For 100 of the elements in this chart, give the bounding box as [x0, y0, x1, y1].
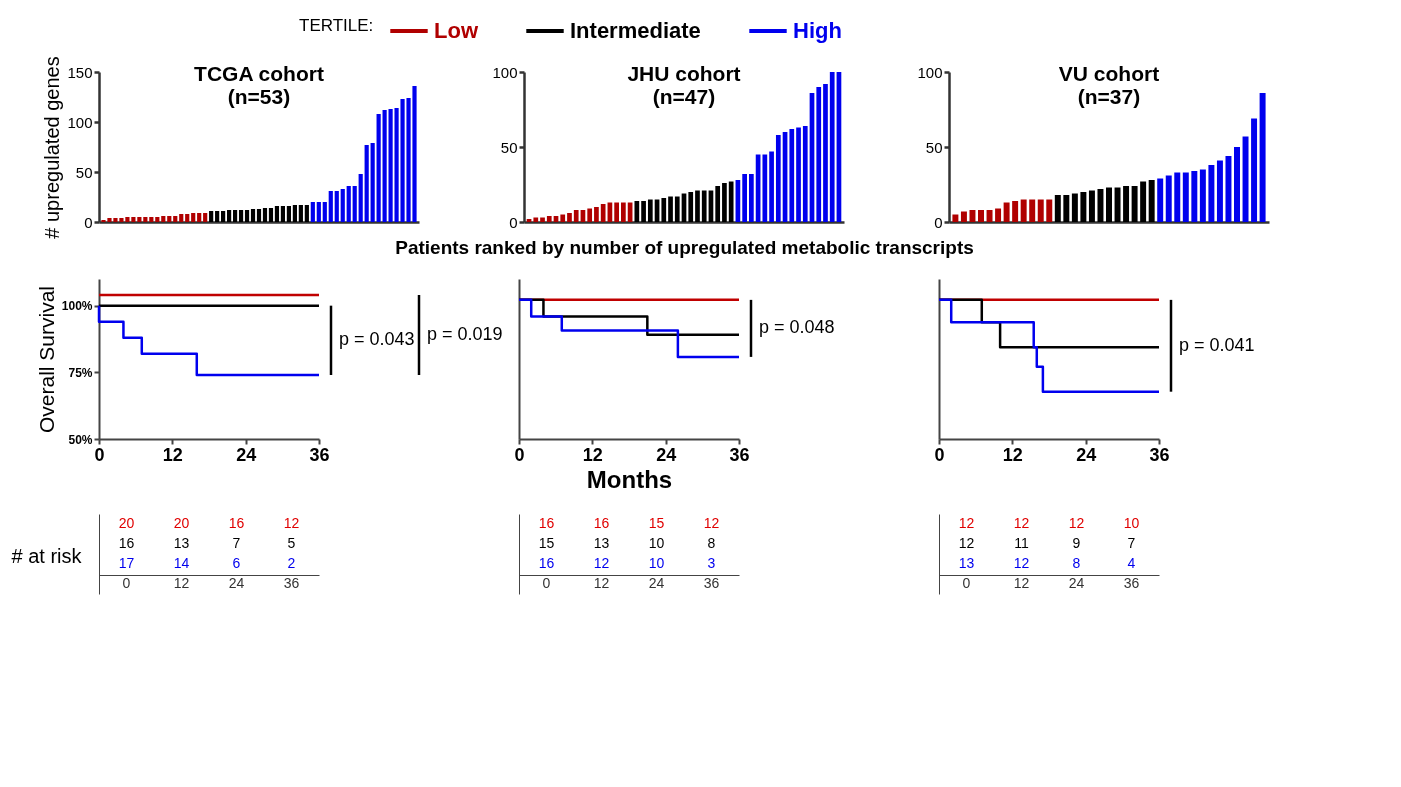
x-axis-title: Months — [586, 465, 673, 493]
bar — [1242, 136, 1249, 222]
bar — [573, 210, 579, 222]
text: 16 — [118, 535, 135, 551]
text: 36 — [283, 575, 300, 591]
bar — [358, 174, 363, 222]
text: 12 — [958, 535, 975, 551]
bar — [334, 191, 339, 222]
text: 16 — [538, 555, 555, 571]
bar — [688, 192, 694, 222]
x-axis-title: Patients ranked by number of upregulated metabolic transcripts — [395, 236, 974, 258]
text: 4 — [1127, 555, 1136, 571]
text: 20 — [173, 515, 190, 531]
bar — [1225, 156, 1232, 222]
x-tick-label: 12 — [1002, 444, 1023, 465]
bar — [960, 211, 967, 222]
bar — [304, 205, 309, 222]
text: 5 — [287, 535, 296, 551]
x-tick-label: 36 — [309, 444, 330, 465]
bar — [310, 202, 315, 222]
y-tick-label: 50 — [925, 138, 943, 156]
y-tick-label: 0 — [84, 213, 93, 231]
bar — [533, 217, 539, 222]
bar — [621, 202, 626, 222]
text: 16 — [538, 515, 555, 531]
bar — [1234, 147, 1240, 222]
bar — [1003, 202, 1010, 222]
text: 7 — [1127, 535, 1136, 551]
bar — [244, 210, 250, 222]
bar — [370, 143, 375, 222]
bar — [1157, 178, 1164, 222]
bar — [769, 151, 774, 222]
bar — [143, 217, 148, 222]
bar — [1088, 190, 1095, 222]
bar — [1020, 199, 1027, 222]
bar — [1071, 193, 1078, 222]
text: 12 — [1013, 575, 1030, 591]
bar — [1012, 201, 1019, 222]
text: 13 — [958, 555, 975, 571]
text: 10 — [648, 555, 665, 571]
bar — [352, 186, 357, 222]
bar — [167, 216, 172, 222]
bar — [775, 135, 781, 222]
bar — [215, 211, 220, 222]
bar — [1174, 172, 1181, 222]
bar — [802, 126, 808, 222]
bar — [600, 204, 606, 222]
bar — [1080, 192, 1087, 222]
text: 12 — [1013, 515, 1030, 531]
bar — [762, 154, 768, 222]
bar — [540, 217, 545, 222]
bar — [715, 186, 721, 222]
bar — [1148, 180, 1155, 222]
bar — [209, 211, 214, 222]
bar — [1216, 160, 1223, 222]
y-tick-label: 50% — [68, 432, 93, 447]
bar — [1140, 181, 1147, 222]
bar — [268, 208, 274, 222]
text: 12 — [703, 515, 720, 531]
bar — [232, 210, 238, 222]
bar — [995, 208, 1002, 222]
y-axis-title: Overall Survival — [34, 285, 58, 434]
bar — [1191, 171, 1198, 222]
bar — [221, 211, 226, 222]
bar — [149, 217, 154, 222]
text: 8 — [707, 535, 716, 551]
x-tick-label: 36 — [1149, 444, 1170, 465]
text: p = 0.043 — [339, 329, 415, 350]
text: 36 — [1123, 575, 1140, 591]
bar — [185, 214, 190, 222]
text: 0 — [542, 575, 551, 591]
text: 12 — [593, 555, 610, 571]
bar — [1037, 199, 1044, 222]
text: 12 — [958, 515, 975, 531]
text: 8 — [1072, 555, 1081, 571]
bar — [137, 217, 142, 222]
bar — [328, 191, 333, 222]
bar — [1259, 93, 1266, 222]
text: 12 — [593, 575, 610, 591]
y-tick-label: 0 — [509, 213, 518, 231]
bar — [796, 127, 801, 222]
bar — [376, 114, 381, 222]
y-tick-label: 150 — [67, 63, 93, 81]
bar — [340, 189, 345, 222]
text: 3 — [707, 555, 716, 571]
text: p = 0.048 — [759, 317, 835, 338]
y-tick-label: 75% — [68, 365, 93, 380]
bar — [587, 208, 593, 222]
y-tick-label: 100 — [492, 63, 518, 81]
text: 11 — [1014, 535, 1029, 551]
bar — [262, 208, 268, 222]
bar — [298, 205, 303, 222]
bar — [1208, 165, 1215, 222]
bar — [346, 186, 351, 222]
bar — [952, 214, 959, 222]
bar — [789, 129, 795, 222]
text: 6 — [232, 555, 241, 571]
text: 10 — [1123, 515, 1140, 531]
text: 15 — [648, 515, 665, 531]
x-tick-label: 36 — [729, 444, 750, 465]
